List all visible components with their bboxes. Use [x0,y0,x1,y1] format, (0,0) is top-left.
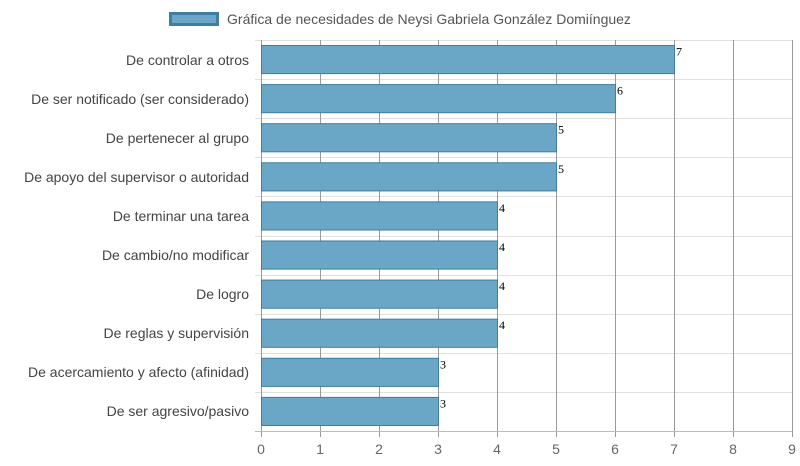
bar[interactable] [261,44,675,75]
bar-value-label: 6 [617,84,623,98]
bar[interactable] [261,396,439,427]
x-tick-label: 6 [611,441,619,457]
bar[interactable] [261,240,498,270]
bar[interactable] [261,357,439,387]
chart-value-labels: 7 6 5 5 4 4 4 4 3 3 [440,44,682,410]
category-label: De logro [196,286,249,303]
chart-bars [261,44,675,427]
x-tick-label: 0 [257,441,265,457]
category-label: De controlar a otros [126,51,249,68]
bar-value-label: 4 [499,279,505,293]
category-label: De acercamiento y afecto (afinidad) [28,364,249,381]
bar[interactable] [261,318,498,348]
x-tick-label: 1 [316,441,324,457]
bar-value-label: 4 [499,240,505,254]
bar[interactable] [261,123,557,153]
category-label: De reglas y supervisión [103,325,249,342]
bar-value-label: 3 [440,357,446,371]
x-tick-label: 4 [493,441,501,457]
x-tick-label: 8 [729,441,737,457]
category-label: De apoyo del supervisor o autoridad [24,168,249,185]
bar[interactable] [261,279,498,309]
bar-value-label: 4 [499,318,505,332]
legend-swatch [169,12,220,26]
x-tick-label: 2 [375,441,383,457]
bar-value-label: 7 [676,44,682,58]
x-tick-label: 5 [552,441,560,457]
bar[interactable] [261,84,616,114]
chart-legend: Gráfica de necesidades de Neysi Gabriela… [0,8,800,30]
x-tick-label: 9 [788,441,796,457]
bar[interactable] [261,201,498,231]
category-label: De pertenecer al grupo [105,129,249,146]
category-label: De ser notificado (ser considerado) [31,90,249,107]
x-tick-label: 7 [670,441,678,457]
category-label: De cambio/no modificar [101,247,249,264]
category-label: De terminar una tarea [112,207,249,224]
category-label: De ser agresivo/pasivo [106,403,249,420]
bar-value-label: 4 [499,201,505,215]
legend-label: Gráfica de necesidades de Neysi Gabriela… [227,11,631,27]
bar[interactable] [261,162,557,192]
bar-value-label: 3 [440,396,446,410]
bar-value-label: 5 [558,123,564,137]
bar-value-label: 5 [558,162,564,176]
x-tick-label: 3 [434,441,442,457]
